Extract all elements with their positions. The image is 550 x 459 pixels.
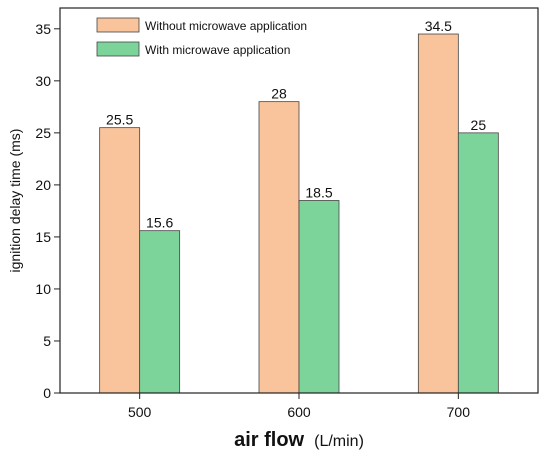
bar-series1-600 [258, 101, 300, 394]
data-label-series2-600: 18.5 [305, 185, 332, 201]
y-tick-label: 35 [35, 21, 51, 37]
x-ticks-layer: 500 600 700 [128, 393, 470, 420]
data-label-series2-500: 15.6 [146, 215, 173, 231]
legend-swatch-1 [96, 17, 140, 33]
x-axis-label-unit: (L/min) [314, 433, 364, 450]
bar-series2-600 [298, 200, 340, 394]
y-tick-label: 5 [43, 333, 51, 349]
bar-series1-700 [417, 33, 459, 394]
y-tick-label: 10 [35, 281, 51, 297]
y-axis-label: ignition delay time (ms) [7, 129, 23, 273]
data-label-series1-600: 28 [271, 86, 287, 102]
x-tick-label: 500 [128, 404, 152, 420]
legend-label-1: Without microwave application [145, 19, 307, 33]
legend: Without microwave application With microw… [96, 17, 307, 57]
y-tick-label: 30 [35, 73, 51, 89]
legend-swatch-2 [96, 41, 140, 57]
legend-label-2: With microwave application [145, 43, 290, 57]
x-tick-label: 700 [447, 404, 471, 420]
y-tick-label: 20 [35, 177, 51, 193]
bar-series1-500 [99, 127, 141, 394]
data-label-series1-500: 25.5 [106, 112, 133, 128]
data-labels-layer: 25.5 15.6 28 18.5 34.5 25 [106, 18, 486, 231]
y-tick-label: 15 [35, 229, 51, 245]
bar-series2-500 [139, 230, 181, 394]
y-ticks-layer: 0 5 10 15 20 25 30 35 [35, 21, 60, 401]
x-axis-label: air flow (L/min) [234, 429, 364, 451]
y-tick-label: 25 [35, 125, 51, 141]
bar-series2-700 [457, 132, 499, 394]
y-tick-label: 0 [43, 385, 51, 401]
x-tick-label: 600 [287, 404, 311, 420]
bars-layer [99, 33, 499, 394]
data-label-series1-700: 34.5 [425, 18, 452, 34]
data-label-series2-700: 25 [471, 117, 487, 133]
x-axis-label-main: air flow [234, 429, 304, 451]
